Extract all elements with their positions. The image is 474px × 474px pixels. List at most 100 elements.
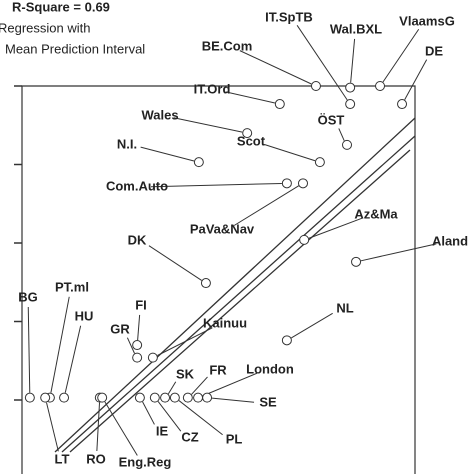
point — [132, 352, 143, 363]
point-label: London — [246, 361, 294, 376]
leader-line — [137, 314, 141, 341]
leader-line — [225, 91, 276, 104]
leader-line — [148, 245, 202, 281]
point — [169, 392, 180, 403]
leader-line — [140, 146, 195, 162]
point-label: IT.SpTB — [265, 9, 313, 24]
point — [40, 392, 51, 403]
point-label: DE — [425, 43, 443, 58]
point — [134, 392, 145, 403]
leader-line — [178, 400, 223, 436]
leader-line — [404, 59, 428, 101]
point — [182, 392, 193, 403]
point-label: FI — [135, 297, 147, 312]
point-label: PT.ml — [55, 279, 89, 294]
leader-line — [308, 217, 363, 239]
point-label: DK — [128, 232, 147, 247]
leader-line — [264, 144, 316, 162]
subtitle: Mean Prediction Interval — [5, 41, 145, 56]
point-label: Eng.Reg — [119, 454, 172, 469]
point — [132, 340, 143, 351]
leader-line — [150, 182, 282, 188]
point — [375, 81, 386, 91]
point-label: Wal.BXL — [330, 21, 382, 36]
point-label: SK — [176, 366, 195, 381]
point — [299, 234, 310, 245]
point-label: FR — [209, 362, 227, 377]
point-label: Az&Ma — [354, 206, 398, 221]
leader-line — [50, 296, 70, 393]
leader-line — [157, 327, 213, 356]
point — [147, 352, 158, 363]
point-label: Wales — [141, 107, 178, 122]
point-label: PL — [226, 431, 243, 446]
leader-line — [64, 325, 82, 393]
point — [297, 178, 308, 189]
point — [97, 392, 108, 403]
leader-line — [360, 243, 437, 262]
leader-line — [382, 28, 420, 83]
point-label: CZ — [181, 429, 198, 444]
plot-frame — [21, 85, 416, 474]
point-label: ÖST — [318, 112, 345, 127]
point — [59, 392, 70, 403]
point-label: Com.Auto — [106, 178, 168, 193]
point — [149, 392, 160, 403]
leader-line — [202, 372, 258, 397]
subtitle: Regression with — [0, 20, 91, 35]
regression-line — [61, 135, 416, 453]
leader-line — [167, 381, 177, 395]
leader-line — [291, 312, 333, 339]
leader-line — [233, 185, 299, 226]
leader-line — [212, 397, 255, 403]
point — [397, 99, 408, 110]
point-label: BE.Com — [202, 38, 253, 53]
point-label: HU — [75, 308, 94, 323]
lower-interval — [54, 117, 416, 453]
leader-line — [126, 337, 135, 354]
point — [274, 99, 285, 110]
point-label: VlaamsG — [399, 13, 455, 28]
point — [351, 256, 362, 267]
point-label: PaVa&Nav — [190, 221, 255, 236]
point — [345, 82, 356, 93]
point — [193, 392, 204, 403]
point — [345, 99, 356, 110]
point — [200, 278, 211, 289]
leader-line — [96, 402, 101, 452]
point-label: IE — [156, 423, 169, 438]
chart-title: R-Square = 0.69 — [12, 0, 110, 14]
point-label: GR — [110, 321, 130, 336]
point — [281, 335, 292, 346]
point-label: N.I. — [117, 136, 137, 151]
point — [193, 157, 204, 168]
point — [314, 157, 325, 168]
point — [342, 139, 353, 150]
leader-line — [157, 401, 182, 432]
leader-line — [350, 38, 356, 83]
point-label: NL — [336, 300, 353, 315]
point — [310, 81, 321, 91]
leader-line — [46, 402, 59, 452]
point-label: LT — [55, 451, 70, 466]
leader-line — [191, 376, 208, 395]
point-label: Scot — [237, 133, 266, 148]
leader-line — [104, 401, 138, 456]
point — [281, 178, 292, 189]
leader-line — [27, 306, 31, 393]
point-label: Kainuu — [203, 315, 247, 330]
point — [242, 128, 253, 139]
leader-line — [296, 25, 348, 101]
regression-lines — [54, 117, 416, 453]
point-label: BG — [18, 289, 38, 304]
point-label: SE — [259, 394, 277, 409]
upper-interval — [69, 149, 411, 453]
point — [202, 392, 213, 403]
leader-line — [173, 117, 243, 133]
point-label: IT.Ord — [194, 81, 231, 96]
point — [24, 392, 35, 403]
leader-line — [338, 128, 345, 141]
point — [160, 392, 171, 403]
